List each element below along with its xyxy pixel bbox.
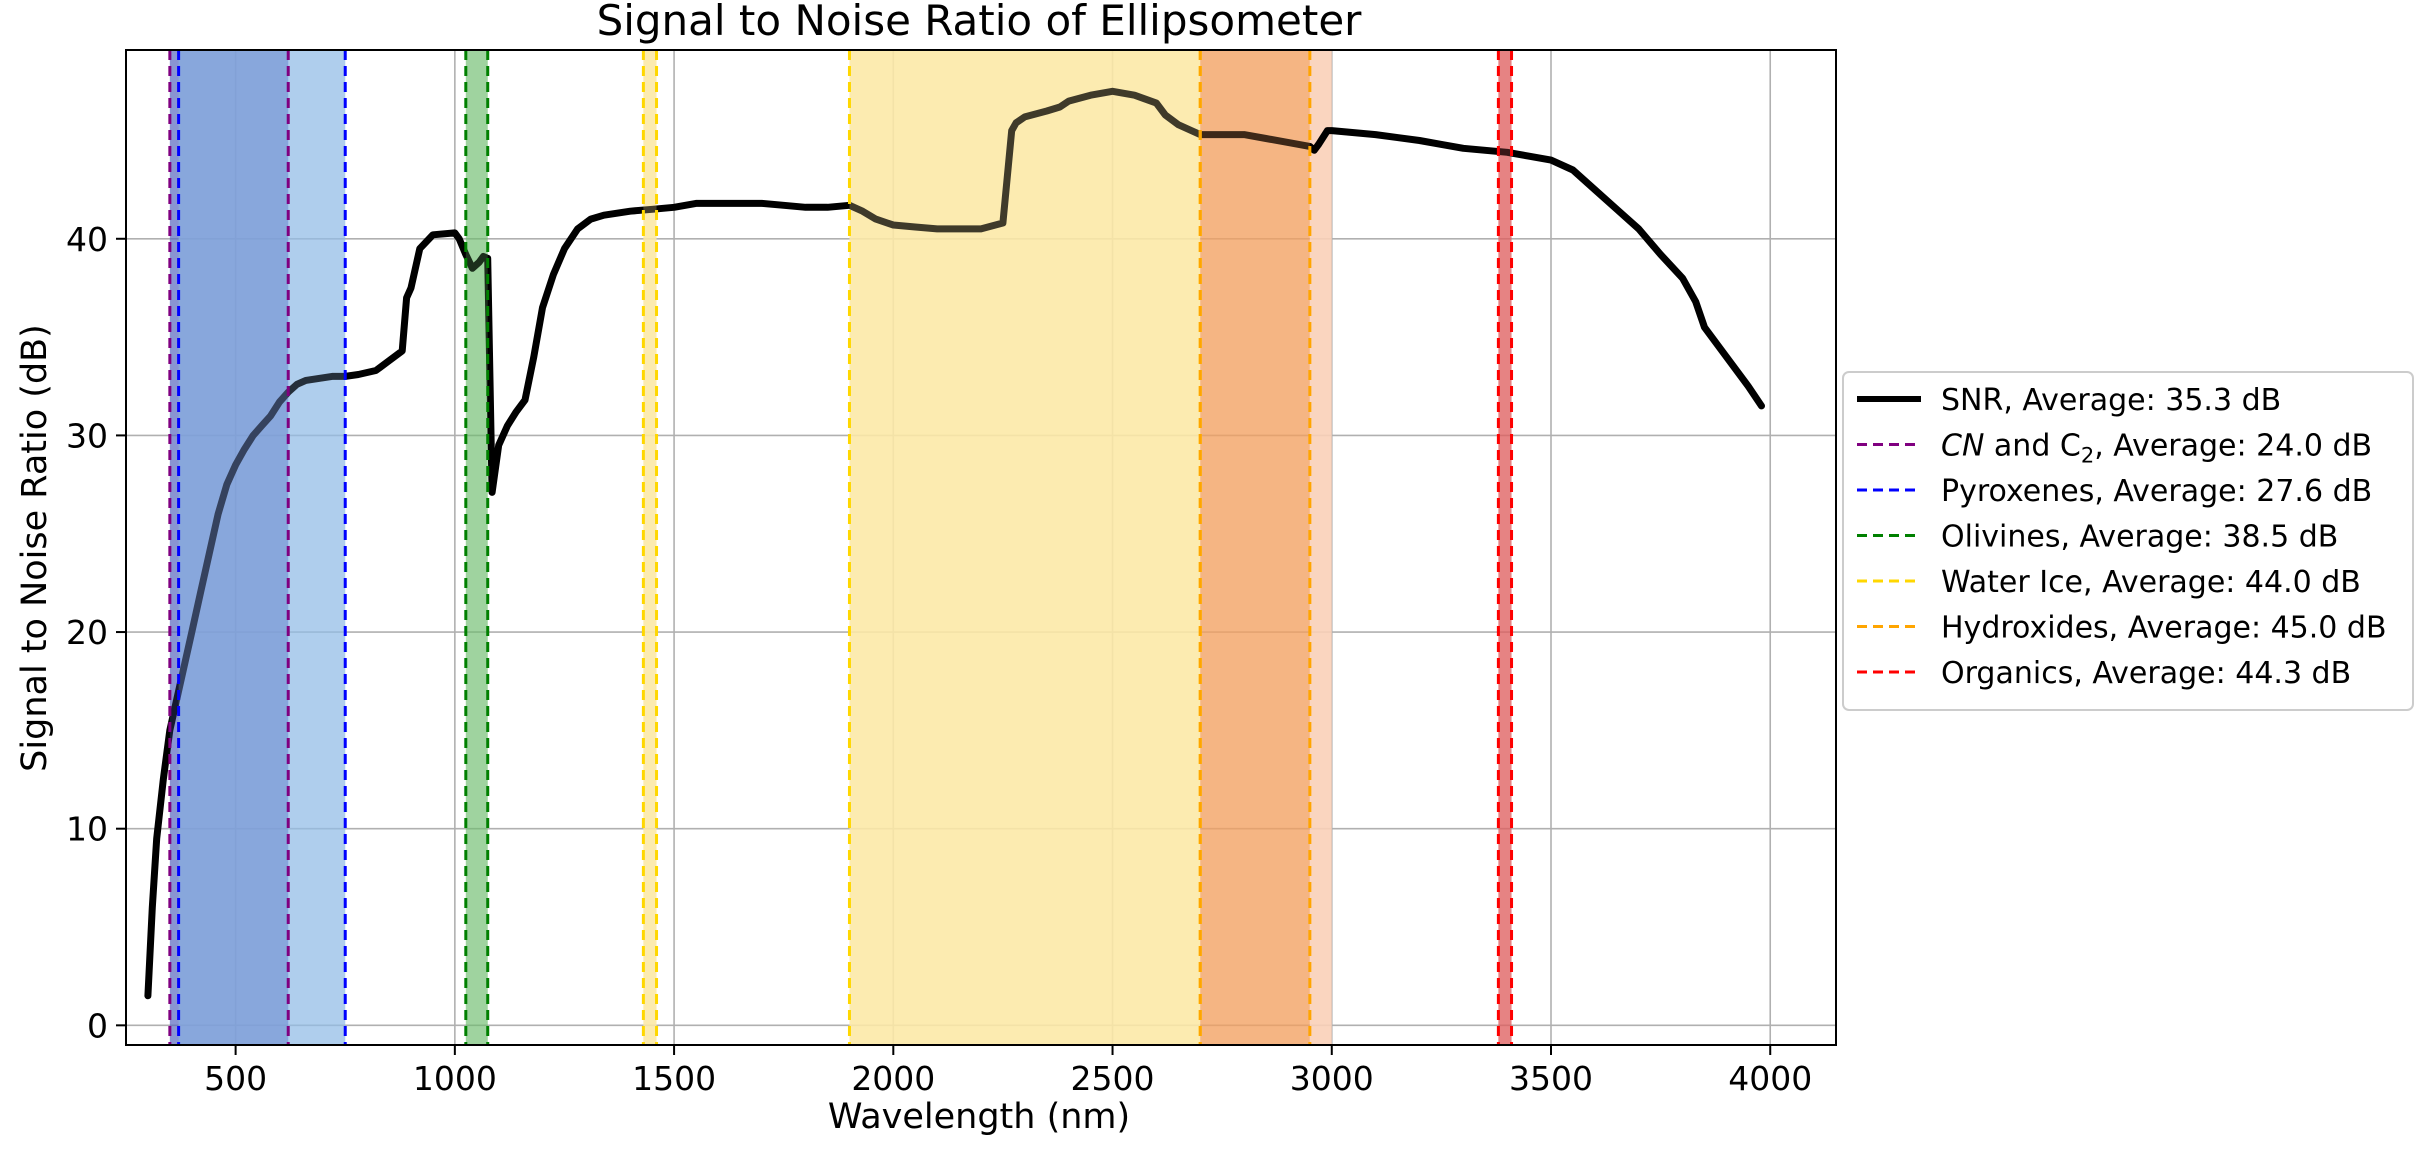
y-tick-label: 10 [66,810,108,849]
legend-label: Olivines, Average: 38.5 dB [1941,520,2338,555]
x-tick-label: 4000 [1728,1059,1812,1098]
x-tick-label: 2500 [1071,1059,1155,1098]
band-fill [178,50,346,1045]
x-tick-label: 2000 [851,1059,935,1098]
x-tick-label: 1500 [632,1059,716,1098]
plot-area: 500 1000 1500 2000 2500 3000 3500 4000 0 10 20 30 40 [66,49,1837,1098]
x-tick-label: 3500 [1509,1059,1593,1098]
band-overlay [1498,50,1512,1045]
band-fill [643,50,657,1045]
legend-box [1842,371,2414,711]
x-tick-label: 500 [204,1059,267,1098]
band-overlay [643,50,657,1045]
band-fill [1309,50,1332,1045]
legend-label: Organics, Average: 44.3 dB [1941,656,2351,691]
band-fill [1200,50,1310,1045]
legend: SNR, Average: 35.3 dB CN and C2, Average:… [1842,371,2414,711]
legend-label: Hydroxides, Average: 45.0 dB [1941,611,2387,646]
band-fill [1498,50,1512,1045]
plot-frame [125,49,1837,1046]
snr-line [144,87,1765,1000]
x-axis-title: Wavelength (nm) [828,1097,1130,1137]
band-fill [849,50,1201,1045]
band-fill [465,50,488,1045]
band-group [144,50,1765,1045]
legend-label: CN and C2, Average: 24.0 dB [1941,429,2372,468]
x-tick-label: 1000 [413,1059,497,1098]
legend-label: Water Ice, Average: 44.0 dB [1941,565,2361,600]
y-tick-label: 40 [66,220,108,259]
y-tick-label: 30 [66,416,108,455]
band-overlay [178,50,346,1045]
band-overlay [1200,50,1310,1045]
band-overlay [849,50,1201,1045]
band-overlay [465,50,488,1045]
chart-title: Signal to Noise Ratio of Ellipsometer [597,0,1363,45]
y-tick-label: 0 [87,1006,108,1045]
y-axis-title: Signal to Noise Ratio (dB) [15,324,55,772]
legend-label: SNR, Average: 35.3 dB [1941,383,2281,418]
x-tick-label: 3000 [1290,1059,1374,1098]
y-tick-label: 20 [66,613,108,652]
band-overlay [169,50,289,1045]
legend-label: Pyroxenes, Average: 27.6 dB [1941,474,2372,509]
